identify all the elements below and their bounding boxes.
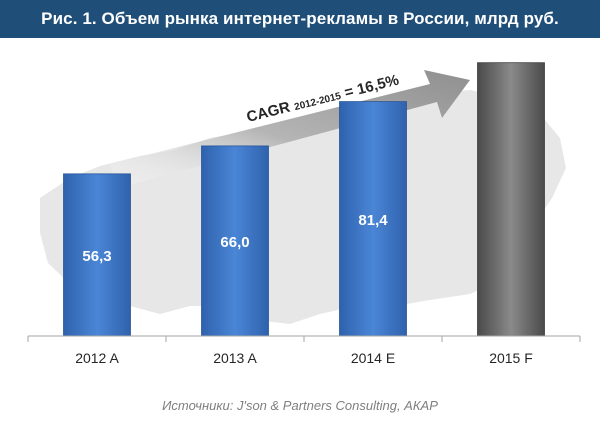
- bar-2012-a: [63, 173, 131, 337]
- bar-2015-f: [477, 62, 545, 337]
- x-tick-label: 2015 F: [489, 350, 533, 366]
- x-axis-labels: 2012 A 2013 A 2014 E 2015 F: [75, 350, 533, 366]
- chart-area: CAGR 2012-2015 = 16,5% 56,366,081,4 2012…: [27, 62, 581, 366]
- background-map: [40, 90, 566, 324]
- x-tick-label: 2012 A: [75, 350, 119, 366]
- bars-layer: 56,3 66,0 81,4: [63, 62, 545, 337]
- bar-value-label: 81,4: [358, 212, 388, 229]
- cagr-arrow: [110, 70, 470, 188]
- bar-value-label: 66,0: [220, 234, 249, 251]
- x-tick-label: 2014 E: [351, 350, 395, 366]
- bar-value-label: 56,3: [82, 248, 111, 265]
- source-note: Источники: J'son & Partners Consulting, …: [162, 398, 438, 413]
- x-tick-label: 2013 A: [213, 350, 257, 366]
- tick-layer: [27, 336, 581, 342]
- bar-2013-a: [201, 145, 269, 337]
- chart-title: Рис. 1. Объем рынка интернет-рекламы в Р…: [0, 0, 600, 38]
